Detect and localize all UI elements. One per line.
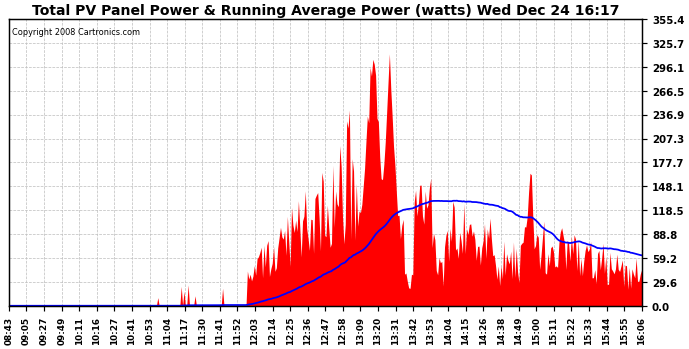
Title: Total PV Panel Power & Running Average Power (watts) Wed Dec 24 16:17: Total PV Panel Power & Running Average P… [32, 5, 619, 18]
Text: Copyright 2008 Cartronics.com: Copyright 2008 Cartronics.com [12, 28, 140, 37]
